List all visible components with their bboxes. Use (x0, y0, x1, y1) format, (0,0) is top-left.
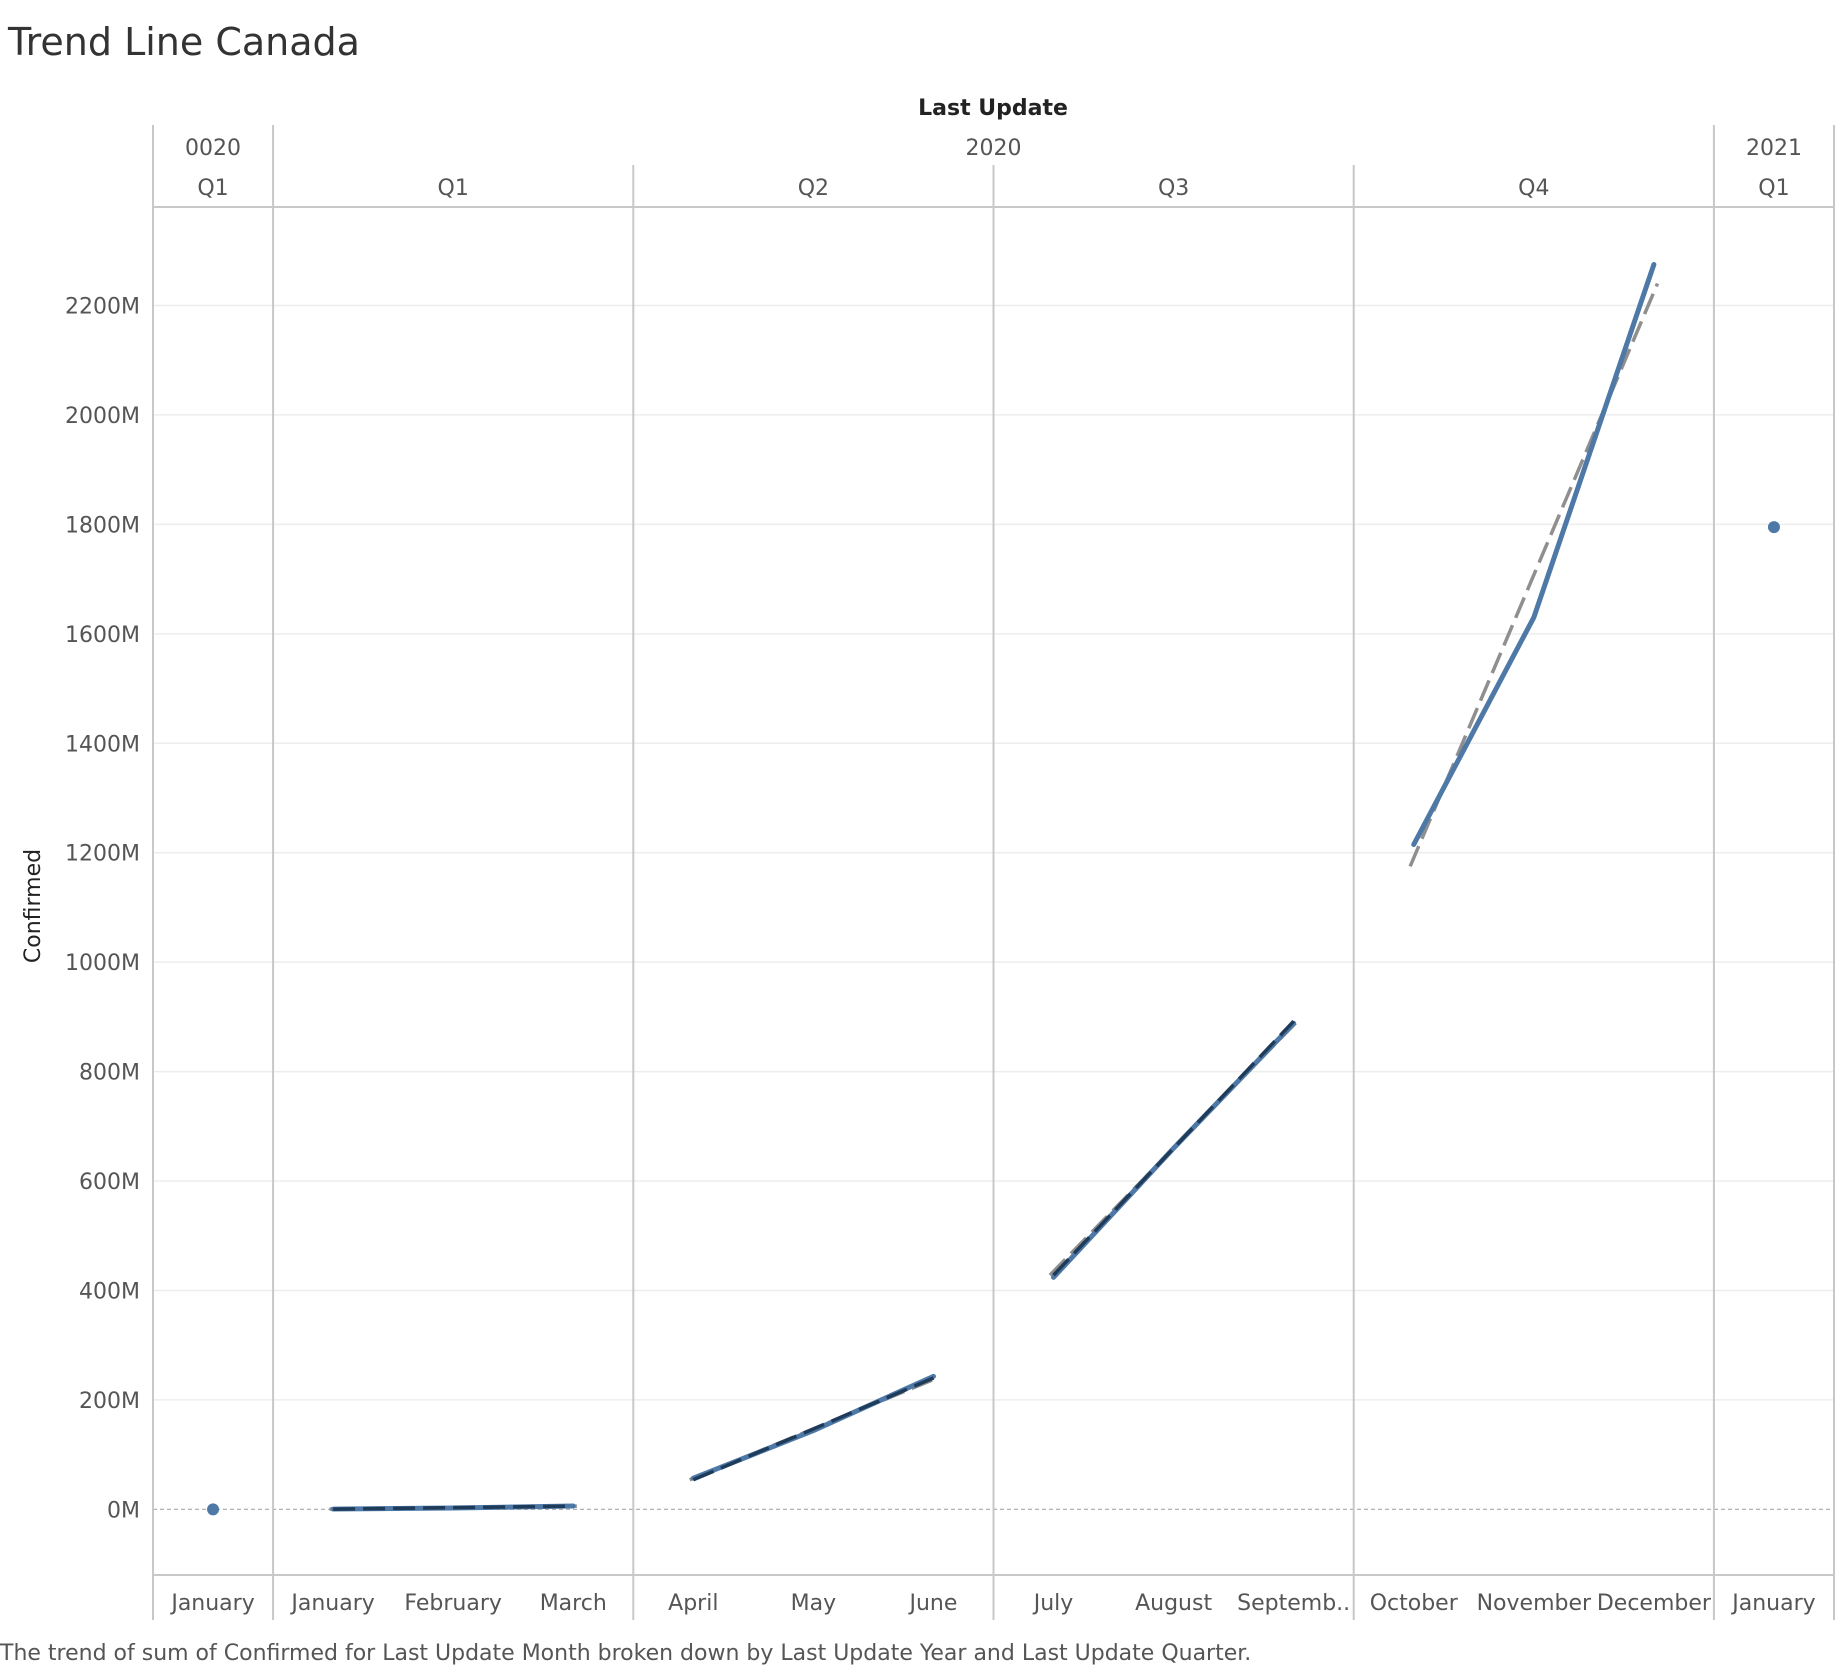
y-tick-label: 800M (79, 1061, 140, 1086)
x-tick-label: Septemb.. (1237, 1591, 1350, 1616)
y-tick-label: 1200M (65, 842, 140, 867)
y-tick-label: 400M (79, 1279, 140, 1304)
quarter-header-2020-Q4: Q4 (1518, 176, 1549, 201)
year-header-2021: 2021 (1746, 136, 1802, 161)
data-point-0020-Q1 (207, 1503, 220, 1516)
header-title-last-update: Last Update (918, 96, 1068, 121)
y-tick-label: 2200M (65, 294, 140, 319)
y-axis: 0M 200M 400M 600M 800M 1000M 1200M 1400M 1600M 18… (65, 294, 140, 1523)
y-tick-label: 1800M (65, 513, 140, 538)
x-tick-label: February (404, 1591, 502, 1616)
quarter-header-2020-Q2: Q2 (798, 176, 829, 201)
series-line-2020-Q4 (1411, 261, 1657, 847)
x-tick-label: July (1032, 1591, 1074, 1616)
y-tick-label: 0M (107, 1498, 140, 1523)
x-tick-label: November (1477, 1591, 1592, 1616)
x-tick-label: March (540, 1591, 607, 1616)
x-tick-label: January (289, 1591, 374, 1616)
trend-overlay-2020-Q1 (333, 1504, 574, 1511)
x-tick-label: April (668, 1591, 718, 1616)
x-tick-label: October (1370, 1591, 1459, 1616)
x-axis-month-labels: January January February March April May June J… (169, 1591, 1815, 1616)
data-point-2021-Q1 (1767, 521, 1780, 534)
x-tick-label: January (169, 1591, 254, 1616)
quarter-header-2021-Q1: Q1 (1758, 176, 1789, 201)
year-header-0020: 0020 (185, 136, 241, 161)
y-axis-title: Confirmed (21, 849, 46, 963)
chart-caption: The trend of sum of Confirmed for Last U… (0, 1641, 1251, 1666)
x-tick-label: January (1730, 1591, 1815, 1616)
x-tick-label: June (908, 1591, 958, 1616)
quarter-header-2020-Q1: Q1 (438, 176, 469, 201)
year-header-2020: 2020 (966, 136, 1022, 161)
y-tick-label: 600M (79, 1170, 140, 1195)
y-tick-label: 1400M (65, 732, 140, 757)
quarter-header-0020-Q1: Q1 (197, 176, 228, 201)
y-tick-label: 1600M (65, 623, 140, 648)
trend-overlay-2020-Q3 (1052, 1020, 1295, 1277)
y-tick-label: 2000M (65, 404, 140, 429)
column-headers: 0020 2020 2021 Q1 Q1 Q2 Q3 Q4 Q1 (185, 136, 1802, 201)
x-tick-label: August (1135, 1591, 1212, 1616)
y-tick-label: 1000M (65, 951, 140, 976)
quarter-header-2020-Q3: Q3 (1158, 176, 1189, 201)
x-tick-label: May (791, 1591, 836, 1616)
chart-title: Trend Line Canada (7, 20, 360, 64)
series-lines (207, 261, 1780, 1516)
y-tick-label: 200M (79, 1389, 140, 1414)
pane-dividers (152, 125, 1835, 1620)
x-tick-label: December (1597, 1591, 1712, 1616)
trend-overlay-2020-Q2 (692, 1376, 935, 1482)
